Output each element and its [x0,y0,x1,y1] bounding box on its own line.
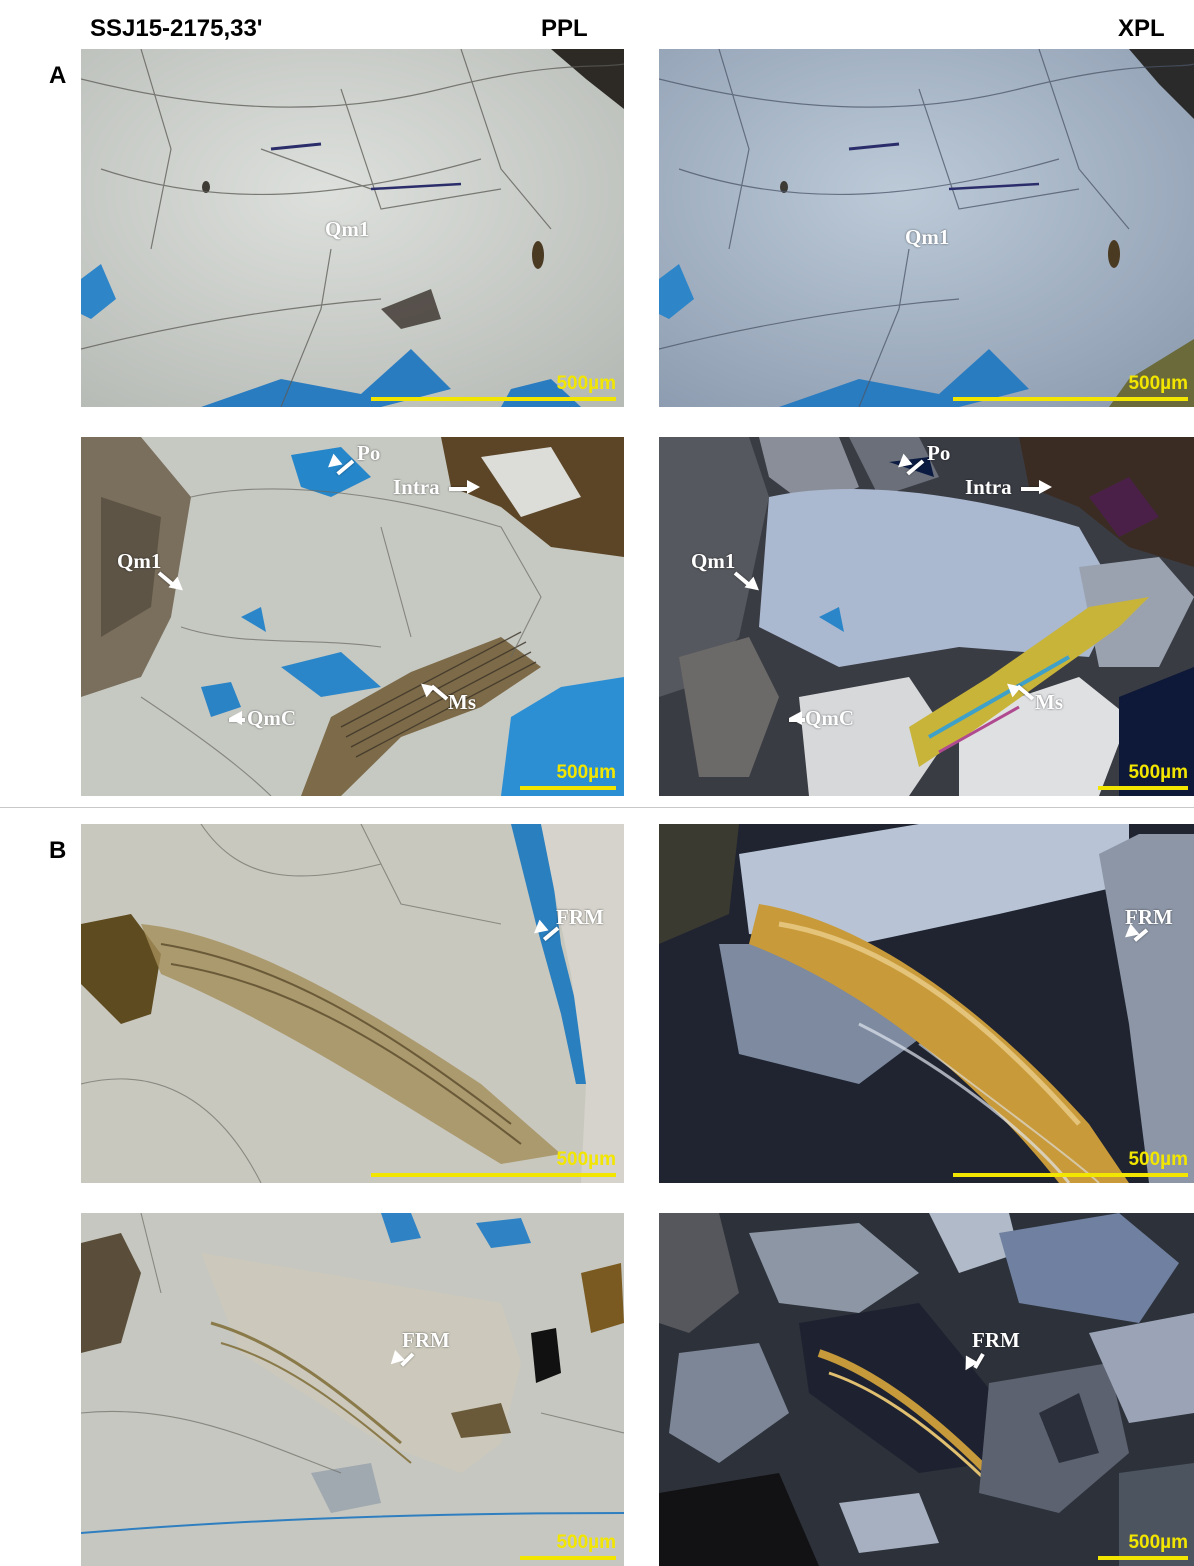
scale-label: 500µm [1128,762,1188,783]
sample-id-label: SSJ15-2175,33' [90,15,263,42]
micrograph-image [659,824,1194,1183]
scale-label: 500µm [556,373,616,394]
label-qm1: Qm1 [325,217,370,241]
scale-label: 500µm [1128,373,1188,394]
micrograph-b-bottom-ppl: FRM 500µm [81,1213,624,1566]
scale-label: 500µm [556,1149,616,1170]
micrograph-image [81,49,624,407]
label-frm: FRM [972,1328,1020,1352]
ppl-column-label: PPL [541,15,588,42]
section-divider [0,807,1194,808]
label-intra: Intra [965,475,1012,499]
scale-bar: 500µm [948,371,1188,401]
micrograph-a-bottom-xpl: Po Intra Qm1 QmC Ms 500µm [659,437,1194,796]
label-po: Po [357,441,381,465]
micrograph-b-bottom-xpl: FRM 500µm [659,1213,1194,1566]
label-qmc: QmC [805,706,854,730]
label-po: Po [927,441,951,465]
scale-bar: 500µm [1092,760,1188,790]
micrograph-image [659,437,1194,796]
xpl-column-label: XPL [1118,15,1165,42]
label-qm1: Qm1 [905,225,950,249]
micrograph-image [659,49,1194,407]
micrograph-image [81,437,624,796]
label-frm: FRM [1125,905,1173,929]
label-frm: FRM [402,1328,450,1352]
label-qmc: QmC [247,706,296,730]
scale-bar: 500µm [948,1147,1188,1177]
label-intra: Intra [393,475,440,499]
micrograph-a-bottom-ppl: Po Intra Qm1 QmC Ms 500µm [81,437,624,796]
scale-label: 500µm [556,762,616,783]
micrograph-a-top-ppl: Qm1 500µm [81,49,624,407]
section-b-label: B [49,837,67,864]
label-frm: FRM [556,905,604,929]
micrograph-b-top-xpl: FRM 500µm [659,824,1194,1183]
scale-bar: 500µm [506,760,616,790]
scale-label: 500µm [556,1532,616,1553]
scale-label: 500µm [1128,1149,1188,1170]
label-ms: Ms [1035,690,1063,714]
scale-label: 500µm [1128,1532,1188,1553]
label-qm1: Qm1 [117,549,162,573]
scale-bar: 500µm [1092,1530,1188,1560]
label-ms: Ms [448,690,476,714]
label-qm1: Qm1 [691,549,736,573]
scale-bar: 500µm [366,1147,616,1177]
scale-bar: 500µm [366,371,616,401]
micrograph-image [81,1213,624,1566]
section-a-label: A [49,62,67,89]
scale-bar: 500µm [506,1530,616,1560]
micrograph-image [659,1213,1194,1566]
micrograph-image [81,824,624,1183]
micrograph-b-top-ppl: FRM 500µm [81,824,624,1183]
micrograph-a-top-xpl: Qm1 500µm [659,49,1194,407]
